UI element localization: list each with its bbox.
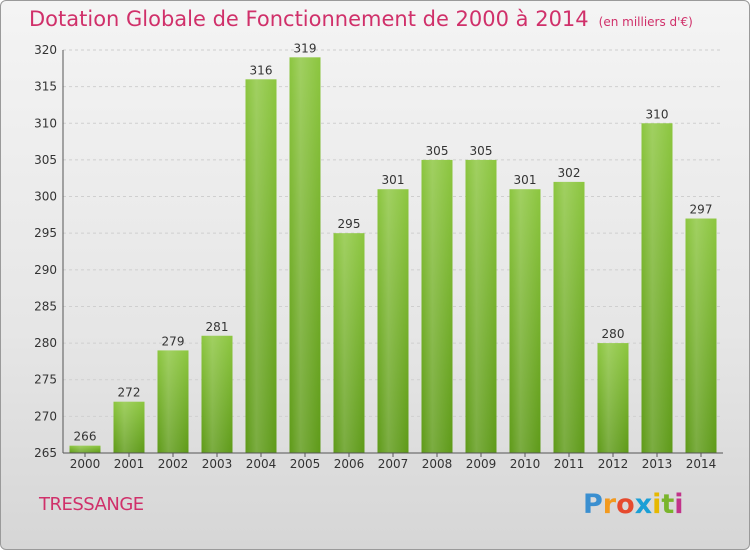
x-tick-label: 2012: [598, 457, 629, 471]
y-tick-label: 310: [34, 116, 57, 130]
bar-highlight: [333, 233, 365, 453]
x-tick-label: 2011: [554, 457, 585, 471]
y-tick-label: 290: [34, 263, 57, 277]
y-tick-label: 295: [34, 226, 57, 240]
x-tick-label: 2008: [422, 457, 453, 471]
data-label: 266: [74, 430, 97, 444]
y-tick-label: 305: [34, 153, 57, 167]
data-label: 280: [602, 327, 625, 341]
y-tick-label: 300: [34, 190, 57, 204]
chart-title: Dotation Globale de Fonctionnement de 20…: [29, 7, 693, 31]
bar-highlight: [597, 343, 629, 453]
bar-highlight: [641, 123, 673, 453]
x-tick-label: 2014: [686, 457, 717, 471]
bar-highlight: [69, 445, 101, 453]
x-tick-label: 2006: [334, 457, 365, 471]
data-label: 272: [118, 386, 141, 400]
bar-highlight: [245, 79, 277, 454]
data-label: 316: [250, 63, 273, 77]
logo-letter: P: [583, 489, 603, 520]
bar-highlight: [553, 181, 585, 453]
bar-highlight: [113, 401, 145, 453]
data-label: 305: [470, 144, 493, 158]
x-tick-label: 2013: [642, 457, 673, 471]
proxiti-logo: Proxiti: [583, 489, 684, 520]
bar-highlight: [157, 350, 189, 453]
x-tick-label: 2004: [246, 457, 277, 471]
y-tick-label: 315: [34, 80, 57, 94]
bar-highlight: [201, 335, 233, 453]
logo-letter: o: [616, 489, 635, 520]
bar-highlight: [289, 57, 321, 454]
logo-letter: i: [674, 489, 684, 520]
x-tick-label: 2009: [466, 457, 497, 471]
bar-highlight: [509, 189, 541, 453]
logo-letter: r: [602, 489, 617, 520]
data-label: 297: [690, 203, 713, 217]
logo-letter: i: [652, 489, 662, 520]
city-name: TRESSANGE: [39, 494, 144, 515]
data-label: 310: [646, 107, 669, 121]
y-tick-label: 275: [34, 373, 57, 387]
x-tick-label: 2000: [70, 457, 101, 471]
data-label: 305: [426, 144, 449, 158]
x-tick-label: 2001: [114, 457, 145, 471]
x-tick-label: 2005: [290, 457, 321, 471]
x-tick-label: 2007: [378, 457, 409, 471]
bar-highlight: [465, 159, 497, 453]
data-label: 301: [382, 173, 405, 187]
bar-highlight: [421, 159, 453, 453]
logo-letter: x: [634, 489, 653, 520]
data-label: 319: [294, 41, 317, 55]
x-tick-label: 2010: [510, 457, 541, 471]
y-tick-label: 320: [34, 43, 57, 57]
data-label: 295: [338, 217, 361, 231]
y-tick-label: 270: [34, 409, 57, 423]
bar-highlight: [377, 189, 409, 453]
chart-unit-label: (en milliers d'€): [598, 15, 693, 29]
x-tick-label: 2002: [158, 457, 189, 471]
y-tick-label: 285: [34, 299, 57, 313]
x-tick-label: 2003: [202, 457, 233, 471]
bar-highlight: [685, 218, 717, 453]
logo-letter: t: [661, 489, 675, 520]
data-label: 281: [206, 320, 229, 334]
data-label: 302: [558, 166, 581, 180]
y-tick-label: 265: [34, 446, 57, 460]
data-label: 279: [162, 334, 185, 348]
data-label: 301: [514, 173, 537, 187]
y-tick-label: 280: [34, 336, 57, 350]
